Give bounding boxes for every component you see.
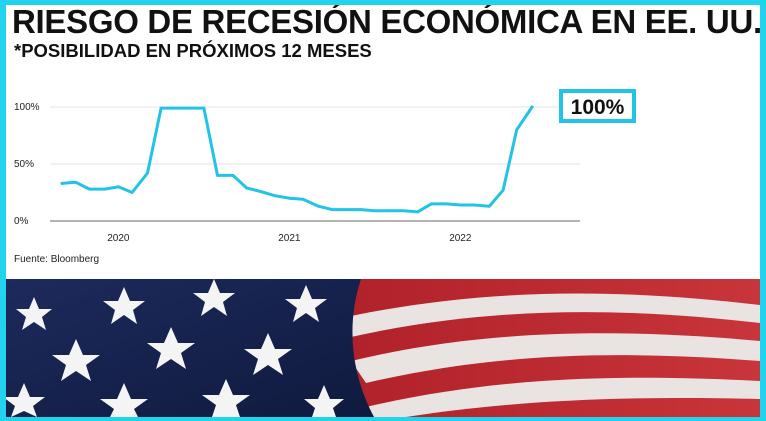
x-tick-label: 2020 xyxy=(107,233,130,244)
graphic-frame: RIESGO DE RECESIÓN ECONÓMICA EN EE. UU. … xyxy=(6,5,760,417)
data-point xyxy=(429,202,433,206)
recession-risk-chart: 100% 50% 0% 2020 2021 2022 100% xyxy=(14,89,636,244)
data-point xyxy=(472,203,476,207)
data-point xyxy=(173,106,177,110)
data-point xyxy=(103,187,107,191)
data-point xyxy=(74,180,78,184)
data-point xyxy=(501,188,505,192)
us-flag-image xyxy=(6,279,760,417)
data-point xyxy=(216,174,219,177)
callout-box: 100% xyxy=(559,89,636,123)
data-point xyxy=(87,187,91,191)
data-point xyxy=(487,204,491,208)
data-point xyxy=(60,181,64,185)
data-point xyxy=(301,197,305,201)
data-point xyxy=(231,174,235,177)
chart-subtitle: *POSIBILIDAD EN PRÓXIMOS 12 MESES xyxy=(14,40,372,61)
data-point xyxy=(458,203,462,207)
callout-label: 100% xyxy=(571,96,625,119)
y-tick-label: 100% xyxy=(14,102,40,113)
data-point xyxy=(387,209,390,213)
data-point xyxy=(330,208,334,212)
data-point xyxy=(274,194,278,198)
callout-rect xyxy=(559,89,636,123)
chart-grid xyxy=(50,106,580,165)
data-point xyxy=(402,209,406,213)
data-point xyxy=(130,191,134,194)
data-point xyxy=(258,189,262,193)
data-point xyxy=(317,204,320,208)
data-point xyxy=(188,106,192,110)
data-point xyxy=(146,171,149,175)
data-point xyxy=(445,202,449,206)
y-tick-label: 0% xyxy=(14,216,29,227)
y-tick-label: 50% xyxy=(14,159,34,170)
y-axis-ticks: 100% 50% 0% xyxy=(14,102,40,227)
data-point xyxy=(344,208,348,212)
data-point xyxy=(359,208,363,212)
data-point xyxy=(116,185,120,189)
data-point xyxy=(202,106,206,110)
source-note: Fuente: Bloomberg xyxy=(14,254,100,265)
data-point xyxy=(287,196,291,200)
x-axis-ticks: 2020 2021 2022 xyxy=(107,233,472,244)
x-tick-label: 2021 xyxy=(278,233,301,244)
data-point xyxy=(373,209,377,213)
data-point xyxy=(159,106,163,110)
data-point xyxy=(530,105,534,109)
chart-title: RIESGO DE RECESIÓN ECONÓMICA EN EE. UU. xyxy=(12,5,760,40)
data-point xyxy=(515,128,519,132)
series-line-recession-probability xyxy=(60,105,534,214)
data-point xyxy=(245,186,249,190)
x-tick-label: 2022 xyxy=(449,233,472,244)
series-points xyxy=(60,105,534,214)
data-point xyxy=(416,210,419,214)
